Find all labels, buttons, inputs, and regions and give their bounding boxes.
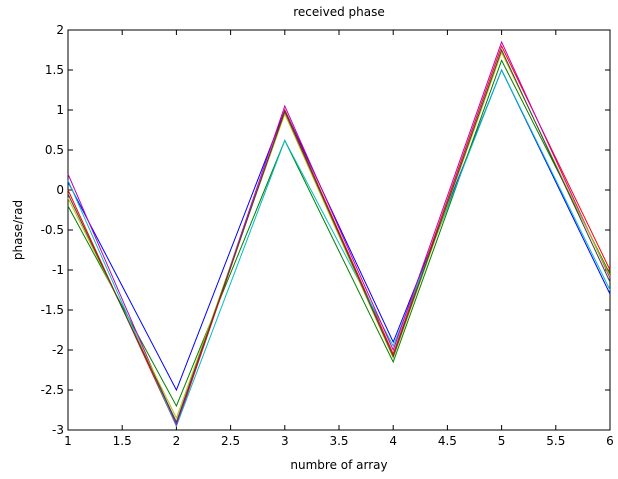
x-tick-label: 4.5	[438, 434, 457, 448]
x-axis-label: numbre of array	[290, 458, 387, 472]
y-tick-label: -0.5	[41, 223, 64, 237]
y-tick-label: -2.5	[41, 383, 64, 397]
x-tick-label: 3.5	[329, 434, 348, 448]
x-tick-label: 3	[281, 434, 289, 448]
x-tick-label: 1.5	[113, 434, 132, 448]
y-tick-label: -2	[52, 343, 64, 357]
y-axis-label: phase/rad	[11, 200, 25, 260]
series-line-5	[67, 40, 611, 426]
x-tick-label: 4	[389, 434, 397, 448]
y-tick-label: 0.5	[45, 143, 64, 157]
x-tick-label: 6	[606, 434, 614, 448]
axis-ticks: 1 1.5 2 2.5 3 3.5 4 4.5 5 5.5 6 2 1.5 1 0.5 0 -0.5 -1 -1.5…	[41, 23, 614, 448]
series-line-2	[67, 59, 611, 408]
chart-title: received phase	[293, 5, 385, 19]
x-tick-label: 1	[64, 434, 72, 448]
y-tick-label: -1	[52, 263, 64, 277]
y-tick-label: 1	[56, 103, 64, 117]
plot-area	[67, 29, 611, 431]
series-line-7	[67, 48, 611, 424]
x-tick-label: 5	[498, 434, 506, 448]
x-tick-label: 2	[173, 434, 181, 448]
y-tick-label: 1.5	[45, 63, 64, 77]
series-lines	[67, 40, 611, 428]
y-tick-label: 0	[56, 183, 64, 197]
y-tick-label: -3	[52, 423, 64, 437]
y-tick-label: -1.5	[41, 303, 64, 317]
y-tick-label: 2	[56, 23, 64, 37]
x-tick-label: 5.5	[546, 434, 565, 448]
series-line-3	[67, 44, 611, 428]
x-tick-label: 2.5	[221, 434, 240, 448]
